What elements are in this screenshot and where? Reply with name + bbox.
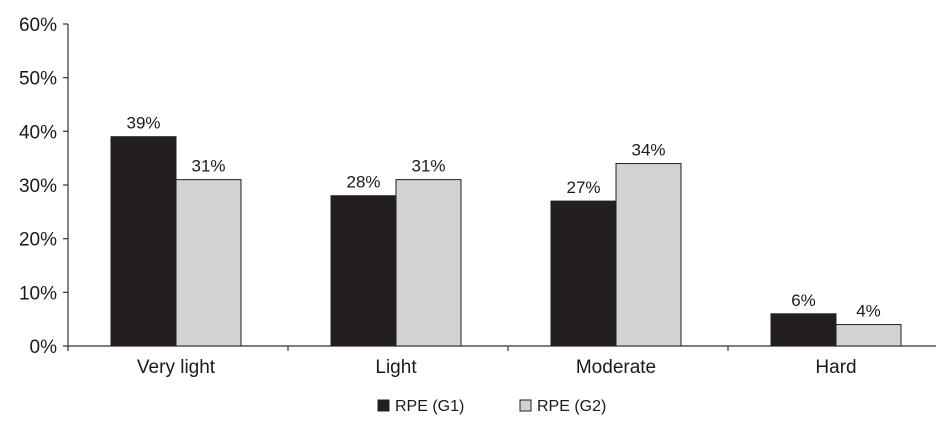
y-tick-label: 0%: [30, 337, 58, 358]
data-label: 6%: [791, 291, 816, 310]
bar-g2: [835, 324, 902, 347]
bar-g2: [615, 163, 682, 347]
x-category-label: Light: [375, 357, 417, 378]
data-label: 31%: [191, 157, 225, 176]
bar-g1: [550, 200, 617, 347]
y-tick-label: 50%: [19, 69, 57, 90]
data-label: 39%: [126, 114, 160, 133]
bar-g1: [330, 195, 397, 347]
bar-g1: [110, 136, 177, 347]
legend-label: RPE (G2): [537, 398, 606, 415]
legend-swatch-g2: [519, 399, 532, 412]
data-label: 4%: [856, 302, 881, 321]
data-label: 31%: [411, 157, 445, 176]
y-tick-label: 20%: [19, 230, 57, 251]
y-tick-label: 10%: [19, 283, 57, 304]
legend-label: RPE (G1): [395, 398, 464, 415]
legend-swatch-g1: [377, 399, 390, 412]
data-label: 28%: [346, 173, 380, 192]
y-tick-label: 30%: [19, 176, 57, 197]
data-label: 27%: [566, 178, 600, 197]
data-label: 34%: [631, 141, 665, 160]
x-category-label: Very light: [137, 357, 216, 378]
bar-g2: [175, 179, 242, 347]
bar-g1: [770, 313, 837, 347]
y-tick-label: 40%: [19, 122, 57, 143]
bar-g2: [395, 179, 462, 347]
y-tick-label: 60%: [19, 15, 57, 36]
x-category-label: Hard: [815, 357, 856, 378]
x-category-label: Moderate: [576, 357, 656, 378]
